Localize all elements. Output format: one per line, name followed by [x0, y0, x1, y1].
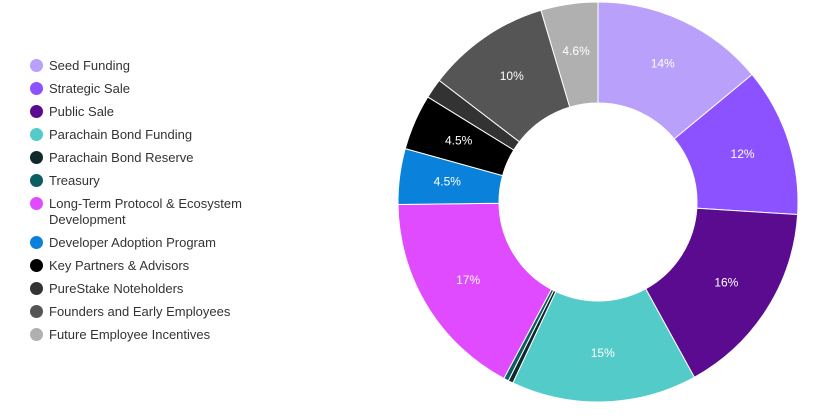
legend-item[interactable]: Seed Funding	[30, 58, 290, 74]
data-label: 15%	[591, 346, 615, 360]
slice-public-sale[interactable]	[645, 207, 799, 378]
legend-label: Parachain Bond Funding	[49, 127, 193, 142]
legend-label: Developer Adoption Program	[49, 235, 216, 250]
slice-future-employee-incentives[interactable]	[540, 1, 599, 108]
legend-item[interactable]: Developer Adoption Program	[30, 235, 290, 251]
legend-item[interactable]: Long-Term Protocol & Ecosystem Developme…	[30, 196, 290, 228]
data-label: 4.5%	[434, 175, 462, 189]
legend-swatch	[30, 236, 43, 249]
legend-swatch	[30, 151, 43, 164]
legend-item[interactable]: Parachain Bond Reserve	[30, 150, 290, 166]
legend-label: Parachain Bond Reserve	[49, 150, 194, 165]
legend-item[interactable]: Public Sale	[30, 104, 290, 120]
legend-label: Seed Funding	[49, 58, 130, 73]
data-label: 16%	[714, 276, 738, 290]
legend-item[interactable]: Founders and Early Employees	[30, 304, 290, 320]
data-label: 14%	[651, 57, 675, 71]
legend-swatch	[30, 105, 43, 118]
legend-item[interactable]: Future Employee Incentives	[30, 327, 290, 343]
data-label: 10%	[500, 69, 524, 83]
legend-label: PureStake Noteholders	[49, 281, 184, 296]
legend-item[interactable]: Key Partners & Advisors	[30, 258, 290, 274]
legend-label: Founders and Early Employees	[49, 304, 231, 319]
legend-swatch	[30, 59, 43, 72]
legend-swatch	[30, 128, 43, 141]
legend-label: Long-Term Protocol & Ecosystem Developme…	[49, 196, 242, 227]
legend-label: Public Sale	[49, 104, 115, 119]
data-label: 12%	[731, 147, 755, 161]
legend-item[interactable]: Treasury	[30, 173, 290, 189]
data-label: 17%	[456, 273, 480, 287]
slice-long-term-protocol-ecosystem-development[interactable]	[397, 202, 553, 380]
legend-swatch	[30, 197, 43, 210]
chart-legend: Seed Funding Strategic Sale Public Sale Par…	[30, 58, 290, 350]
data-label: 4.5%	[445, 133, 473, 147]
legend-item[interactable]: Strategic Sale	[30, 81, 290, 97]
legend-label: Key Partners & Advisors	[49, 258, 190, 273]
legend-swatch	[30, 259, 43, 272]
data-label: 4.6%	[562, 44, 590, 58]
legend-swatch	[30, 82, 43, 95]
legend-label: Treasury	[49, 173, 100, 188]
legend-swatch	[30, 328, 43, 341]
legend-item[interactable]: PureStake Noteholders	[30, 281, 290, 297]
legend-item[interactable]: Parachain Bond Funding	[30, 127, 290, 143]
legend-label: Strategic Sale	[49, 81, 130, 96]
legend-label: Future Employee Incentives	[49, 327, 211, 342]
legend-swatch	[30, 174, 43, 187]
legend-swatch	[30, 282, 43, 295]
legend-swatch	[30, 305, 43, 318]
